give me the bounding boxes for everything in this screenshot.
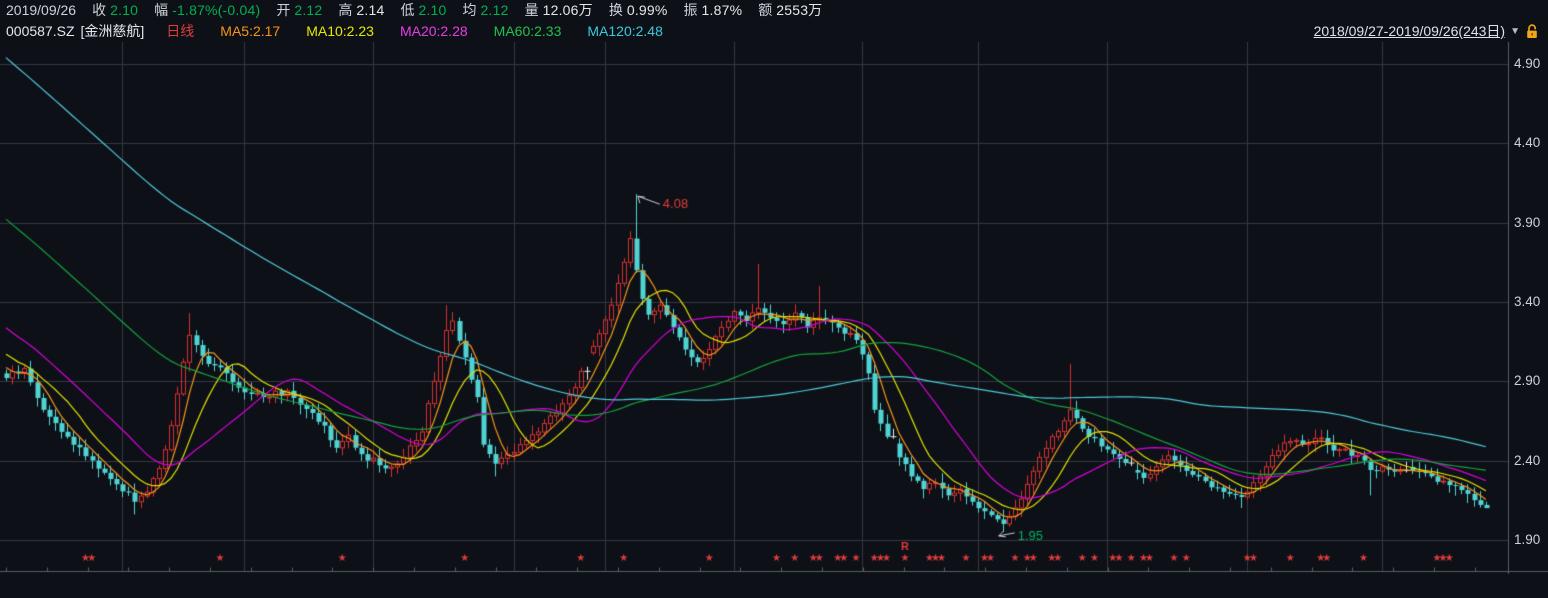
x-axis: 18.09 18.11 18.12 19.01 19.02 19.03 19.0… [0, 572, 1548, 598]
range-selector: 2018/09/27-2019/09/26(243日) ▼ [1314, 20, 1540, 42]
stat-turnover: 换 0.99% [608, 2, 668, 18]
stat-open: 开 2.12 [276, 2, 323, 18]
symbol-name: [金洲慈航] [80, 23, 145, 39]
y-axis-label: 4.90 [1514, 56, 1541, 72]
y-axis-label: 2.90 [1514, 373, 1541, 389]
stat-amount: 额 2553万 [758, 2, 823, 18]
symbol-code: 000587.SZ [6, 23, 75, 39]
stat-high: 高 2.14 [338, 2, 385, 18]
period-tab[interactable]: 日线 [166, 23, 195, 39]
price-chart-canvas[interactable] [0, 42, 1548, 574]
ma20-legend: MA20:2.28 [399, 23, 468, 39]
stat-low: 低 2.10 [400, 2, 447, 18]
y-axis-label: 1.90 [1514, 531, 1541, 547]
stat-volume: 量 12.06万 [524, 2, 593, 18]
y-axis-label: 2.40 [1514, 452, 1541, 468]
ma10-legend: MA10:2.23 [306, 23, 374, 39]
stat-close: 收 2.10 [92, 2, 139, 18]
trade-date: 2019/09/26 [6, 2, 77, 18]
ma5-legend: MA5:2.17 [220, 23, 281, 39]
stat-change: 幅 -1.87%(-0.04) [154, 2, 261, 18]
y-axis-label: 3.90 [1514, 214, 1541, 230]
ma120-legend: MA120:2.48 [587, 23, 663, 39]
stat-avg: 均 2.12 [462, 2, 509, 18]
y-axis-label: 4.40 [1514, 135, 1541, 151]
date-range-link[interactable]: 2018/09/27-2019/09/26(243日) [1313, 23, 1506, 39]
unlock-icon[interactable] [1525, 23, 1540, 39]
ma60-legend: MA60:2.33 [493, 23, 562, 39]
chevron-down-icon[interactable]: ▼ [1510, 25, 1520, 37]
legend-bar: 000587.SZ [金洲慈航] 日线 MA5:2.17 MA10:2.23 M… [0, 20, 663, 42]
y-axis-label: 3.40 [1514, 293, 1541, 309]
stat-amplitude: 振 1.87% [683, 2, 743, 18]
